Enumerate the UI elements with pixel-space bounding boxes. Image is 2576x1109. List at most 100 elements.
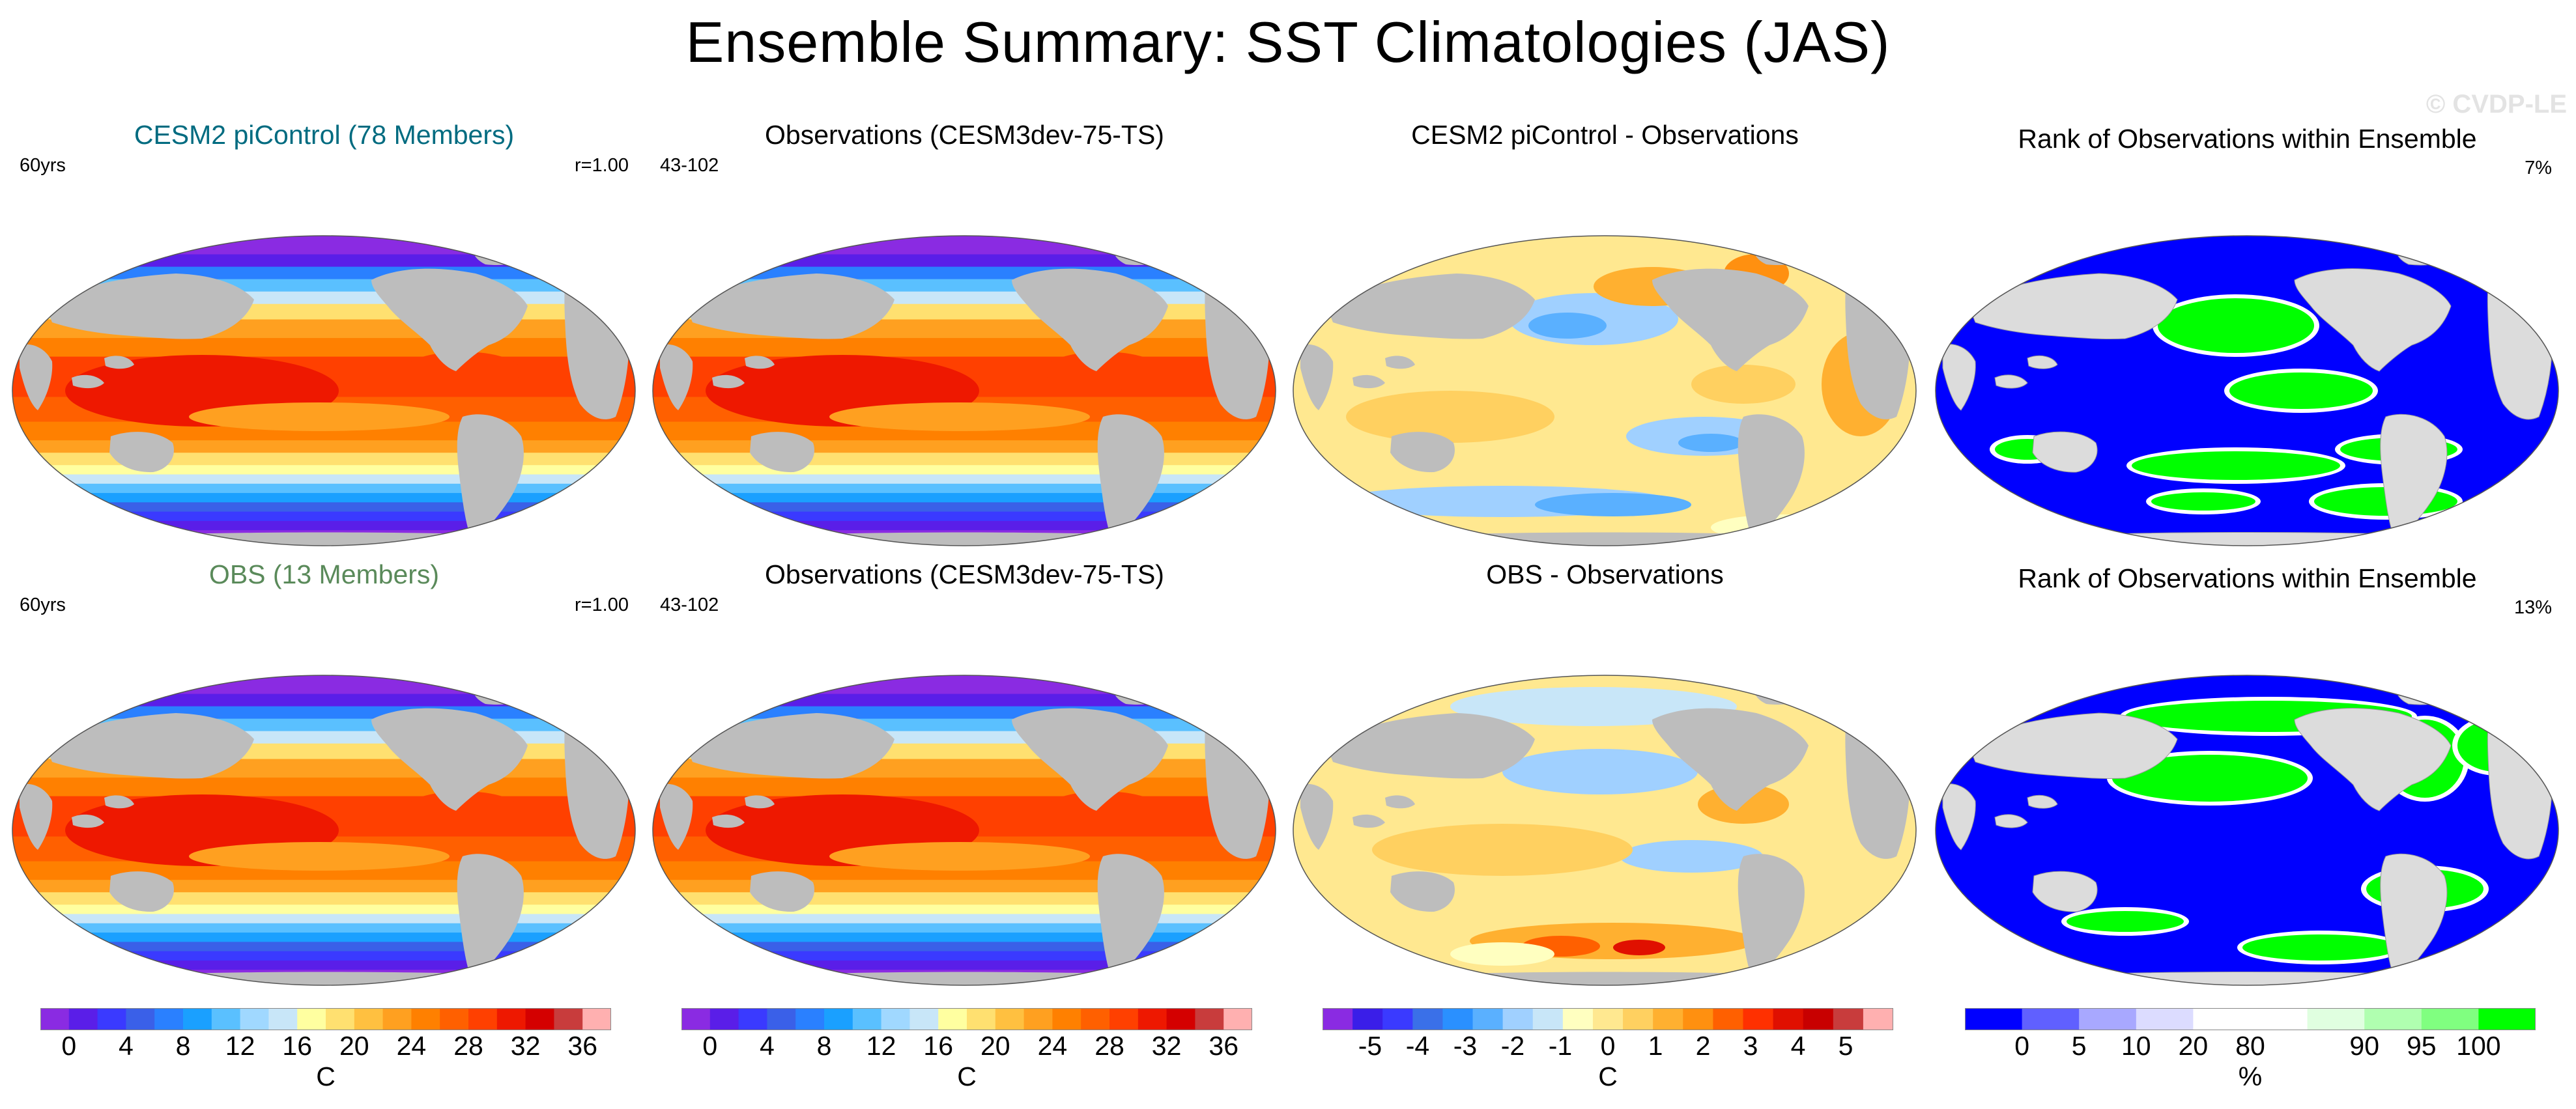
rank-high-region	[2112, 755, 2308, 802]
colorbar-sst-2: 0 4 8 12 16 20 24 28 32 36 C	[681, 1008, 1253, 1106]
colorbar-swatch	[183, 1008, 212, 1030]
colorbar-tick-label: 36	[567, 1031, 597, 1060]
land-mass	[2027, 355, 2058, 369]
land-mass	[2294, 708, 2452, 811]
land-mass	[1300, 783, 1334, 850]
panel-title: Observations (CESM3dev-75-TS)	[765, 120, 1164, 150]
sst-band	[12, 236, 635, 255]
colorbar-tick-label: 95	[2407, 1031, 2437, 1060]
land-mass	[371, 268, 528, 371]
colorbar-units-label: C	[957, 1061, 977, 1091]
land-mass	[1994, 814, 2028, 828]
sst-band	[12, 923, 635, 934]
land-mass	[473, 681, 537, 705]
colorbar-tick-label: 20	[339, 1031, 369, 1060]
land-mass	[109, 871, 174, 912]
colorbar-swatch	[554, 1008, 583, 1030]
panel-left-annotation: 60yrs	[20, 155, 66, 176]
land-mass	[2396, 240, 2461, 266]
sst-band	[12, 453, 635, 466]
sst-band	[12, 474, 635, 484]
colorbar-tick-label: 8	[817, 1031, 832, 1060]
colorbar-tick-label: 10	[2121, 1031, 2151, 1060]
colorbar-swatches: 0 4 8 12 16 20 24 28 32 36	[681, 1008, 1253, 1061]
land-mass	[1300, 344, 1334, 410]
diff-anomaly	[1528, 313, 1607, 339]
land-mass	[1754, 241, 1818, 266]
colorbar-frame	[681, 1008, 1252, 1030]
colorbar-swatch	[967, 1008, 996, 1030]
land-mass	[1738, 854, 1805, 980]
sst-band	[12, 493, 635, 503]
colorbar-swatch	[881, 1008, 910, 1030]
land-mass	[104, 532, 547, 546]
sst-band	[12, 880, 635, 893]
panel-right-annotation: r=1.00	[574, 595, 629, 615]
map-border	[12, 235, 636, 546]
colorbar-tick-label: 2	[1696, 1031, 1711, 1060]
colorbar-swatch	[240, 1008, 269, 1030]
colorbar-tick-label: 32	[511, 1031, 541, 1060]
sst-band	[653, 502, 1276, 512]
colorbar-tick-label: 0	[1601, 1031, 1616, 1060]
sst-band	[12, 951, 635, 961]
map-border	[1293, 675, 1917, 986]
sst-band	[12, 254, 635, 268]
atlantic-warm	[1044, 791, 1162, 830]
rank-high-region	[2158, 298, 2314, 353]
land-mass	[2396, 680, 2461, 705]
map-border	[652, 675, 1276, 986]
diff-anomaly	[1450, 942, 1554, 966]
map-field	[653, 675, 1276, 985]
land-mass	[1738, 414, 1805, 540]
colorbar-frame	[40, 1008, 611, 1030]
sst-band	[12, 465, 635, 475]
sst-band	[12, 694, 635, 707]
colorbar-tick-label: 36	[1209, 1031, 1238, 1060]
map-field	[1936, 236, 2558, 546]
panel-right-annotation: 7%	[2525, 158, 2552, 178]
map-border	[12, 675, 636, 986]
colorbar-swatch	[1683, 1008, 1713, 1030]
colorbar-swatch	[297, 1008, 326, 1030]
map-diff	[1293, 675, 1917, 986]
colorbar-swatch	[1532, 1008, 1564, 1030]
colorbar-swatch	[738, 1008, 767, 1030]
colorbar-tick-label: 1	[1648, 1031, 1663, 1060]
colorbar-swatch	[97, 1008, 126, 1030]
colorbar-swatch	[852, 1008, 882, 1030]
land-mass	[745, 972, 1188, 985]
colorbar-swatch	[1352, 1008, 1383, 1030]
colorbar-swatch	[40, 1008, 70, 1030]
colorbar-tick-label: 4	[1791, 1031, 1806, 1060]
colorbar-swatch	[824, 1008, 853, 1030]
atlantic-warm	[404, 791, 521, 830]
sst-band	[653, 905, 1276, 915]
map-sst	[12, 235, 636, 546]
colorbar-swatch	[909, 1008, 939, 1030]
panel-title: OBS - Observations	[1486, 559, 1724, 589]
land-mass	[104, 356, 134, 369]
diff-anomaly	[1620, 840, 1763, 873]
panel-title: Observations (CESM3dev-75-TS)	[765, 559, 1164, 589]
land-mass	[1113, 241, 1178, 266]
sst-band	[12, 502, 635, 512]
rank-high-region	[2229, 372, 2373, 409]
map-border	[1935, 675, 2559, 986]
colorbar-diff: -5 -4 -3 -2 -1 0 1 2 3 4 5 C	[1323, 1008, 1894, 1106]
rank-high-region	[2242, 934, 2399, 961]
colorbar-tick-label: -5	[1358, 1031, 1382, 1060]
land-mass	[1352, 814, 1385, 828]
colorbar-tick-label: 12	[866, 1031, 896, 1060]
land-mass	[712, 374, 745, 389]
sst-band	[653, 254, 1276, 268]
sst-band	[653, 706, 1276, 720]
sst-band	[12, 778, 635, 797]
panel-obs-sst: Observations (CESM3dev-75-TS) 43-102	[647, 111, 1282, 560]
colorbar-swatch	[1023, 1008, 1053, 1030]
land-mass	[1652, 268, 1809, 371]
sst-band	[12, 511, 635, 522]
atlantic-warm	[1044, 352, 1162, 391]
map-field	[1293, 675, 1916, 985]
diff-anomaly	[1535, 493, 1691, 516]
